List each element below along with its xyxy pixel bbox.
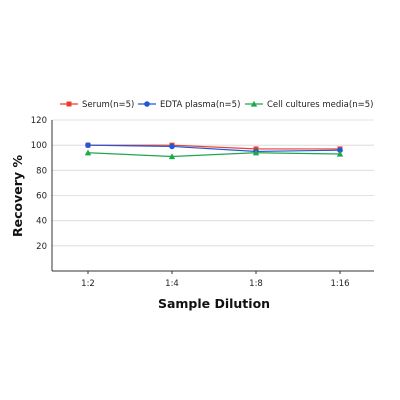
legend-marker [250, 100, 258, 107]
legend-marker [66, 101, 72, 107]
data-point-2-1 [85, 142, 91, 148]
y-tick-labels: 20 40 60 80 100 120 [31, 116, 47, 252]
legend: Serum(n=5) EDTA plasma(n=5) Cell cultures … [60, 100, 373, 110]
y-axis-title: Recovery % [10, 155, 25, 237]
data-point-3-4 [336, 150, 344, 157]
series-line-1 [88, 144, 340, 150]
legend-item-3: Cell cultures media(n=5) [245, 100, 373, 110]
x-tick-label-1: 1:2 [81, 279, 95, 289]
x-tick-label-3: 1:8 [249, 279, 263, 289]
data-series [84, 142, 344, 160]
y-tick-label-20: 20 [36, 242, 47, 252]
y-tick-label-40: 40 [36, 217, 47, 227]
data-point-3-1 [84, 149, 92, 156]
legend-label: Serum(n=5) [82, 100, 134, 110]
y-tick-label-80: 80 [36, 166, 47, 176]
series-line-2 [87, 144, 341, 153]
data-point-3-2 [168, 153, 176, 160]
y-tick-label-60: 60 [36, 192, 47, 202]
x-tick-label-2: 1:4 [165, 279, 179, 289]
series-3 [84, 149, 344, 160]
axes [51, 120, 374, 274]
gridlines [52, 119, 374, 247]
series-2 [85, 142, 343, 155]
data-point-3-3 [252, 149, 260, 156]
legend-item-2: EDTA plasma(n=5) [138, 100, 240, 110]
data-point-2-2 [169, 143, 175, 150]
legend-label: EDTA plasma(n=5) [160, 100, 240, 110]
legend-item-1: Serum(n=5) [60, 100, 134, 110]
legend-label: Cell cultures media(n=5) [267, 100, 373, 110]
y-tick-label-100: 100 [31, 141, 47, 151]
legend-marker [144, 101, 150, 107]
series-line-3 [87, 152, 341, 158]
x-tick-labels: 1:2 1:4 1:8 1:16 [81, 279, 349, 289]
data-point-2-4 [337, 147, 343, 153]
x-axis-title: Sample Dilution [158, 296, 270, 311]
y-tick-label-120: 120 [31, 116, 47, 126]
x-tick-label-4: 1:16 [330, 279, 349, 289]
series-1 [85, 142, 343, 152]
